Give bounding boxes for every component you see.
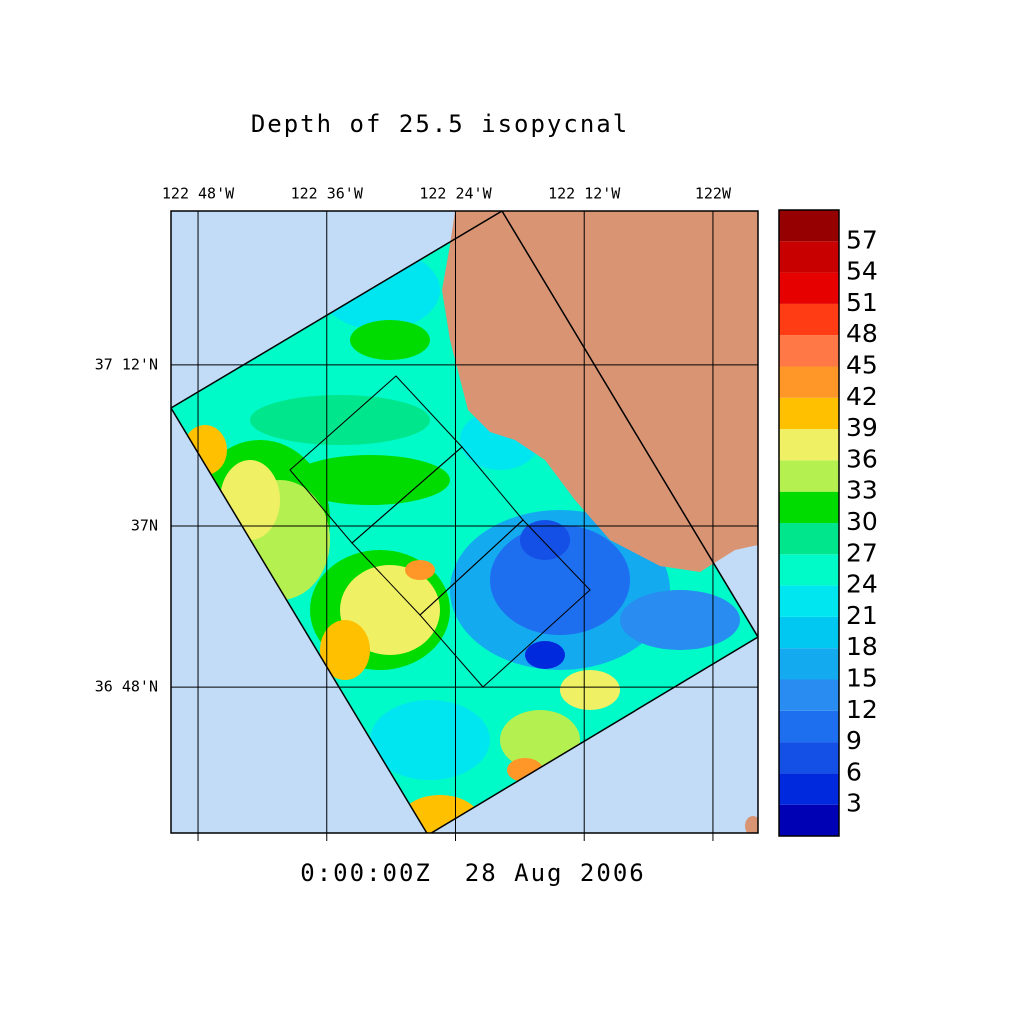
sub-domain	[419, 519, 591, 688]
timestamp: 0:00:00Z 28 Aug 2006	[300, 859, 645, 887]
colorbar-segment	[779, 210, 839, 242]
lat-label: 37 12'N	[95, 355, 158, 373]
land	[442, 211, 758, 572]
colorbar-label: 15	[846, 664, 878, 693]
colorbar-segment	[779, 460, 839, 492]
map-frame	[170, 210, 759, 834]
model-domain	[171, 211, 758, 833]
lon-label: 122 12'W	[548, 185, 621, 203]
lat-label: 36 48'N	[95, 678, 158, 696]
colorbar-segment	[779, 648, 839, 680]
colorbar-segment	[779, 397, 839, 430]
colorbar-label: 9	[846, 726, 862, 755]
colorbar-label: 33	[846, 476, 878, 505]
colorbar-segment	[779, 303, 839, 336]
colorbar-label: 51	[846, 288, 878, 317]
colorbar-label: 42	[846, 382, 878, 411]
colorbar-label: 24	[846, 570, 878, 599]
colorbar-segment	[779, 710, 839, 743]
colorbar-label: 21	[846, 601, 878, 630]
colorbar-label: 6	[846, 757, 862, 786]
colorbar-segment	[779, 272, 839, 304]
grid	[171, 211, 758, 833]
colorbar-label: 45	[846, 351, 878, 380]
colorbar-label: 12	[846, 695, 878, 724]
lon-label: 122 48'W	[162, 185, 235, 203]
land	[745, 816, 758, 833]
colorbar-label: 39	[846, 413, 878, 442]
colorbar-segment	[779, 773, 839, 805]
colorbar-segment	[779, 241, 839, 273]
colorbar-label: 36	[846, 444, 878, 473]
colorbar-segment	[779, 554, 839, 586]
colorbar-segment	[779, 804, 839, 836]
colorbar-label: 3	[846, 789, 862, 818]
lat-label: 37N	[131, 517, 158, 535]
colorbar-label: 57	[846, 225, 878, 254]
lon-label: 122 24'W	[419, 185, 492, 203]
colorbar-segment	[779, 616, 839, 649]
colorbar-segment	[779, 585, 839, 617]
colorbar-label: 48	[846, 319, 878, 348]
colorbar-label: 27	[846, 538, 878, 567]
colorbar-segment	[779, 429, 839, 461]
colorbar-segment	[779, 366, 839, 398]
map-area	[171, 211, 758, 833]
colorbar-segment	[779, 679, 839, 711]
colorbar-label: 30	[846, 507, 878, 536]
colorbar-label: 18	[846, 632, 878, 661]
colorbar-segment	[779, 491, 839, 523]
colorbar-segment	[779, 335, 839, 367]
colorbar-segment	[779, 523, 839, 555]
colorbar-segment	[779, 742, 839, 774]
colorbar-label: 54	[846, 257, 878, 286]
lon-label: 122W	[695, 185, 732, 203]
colorbar-frame	[778, 209, 840, 837]
lon-label: 122 36'W	[291, 185, 364, 203]
title: Depth of 25.5 isopycnal	[251, 110, 629, 138]
